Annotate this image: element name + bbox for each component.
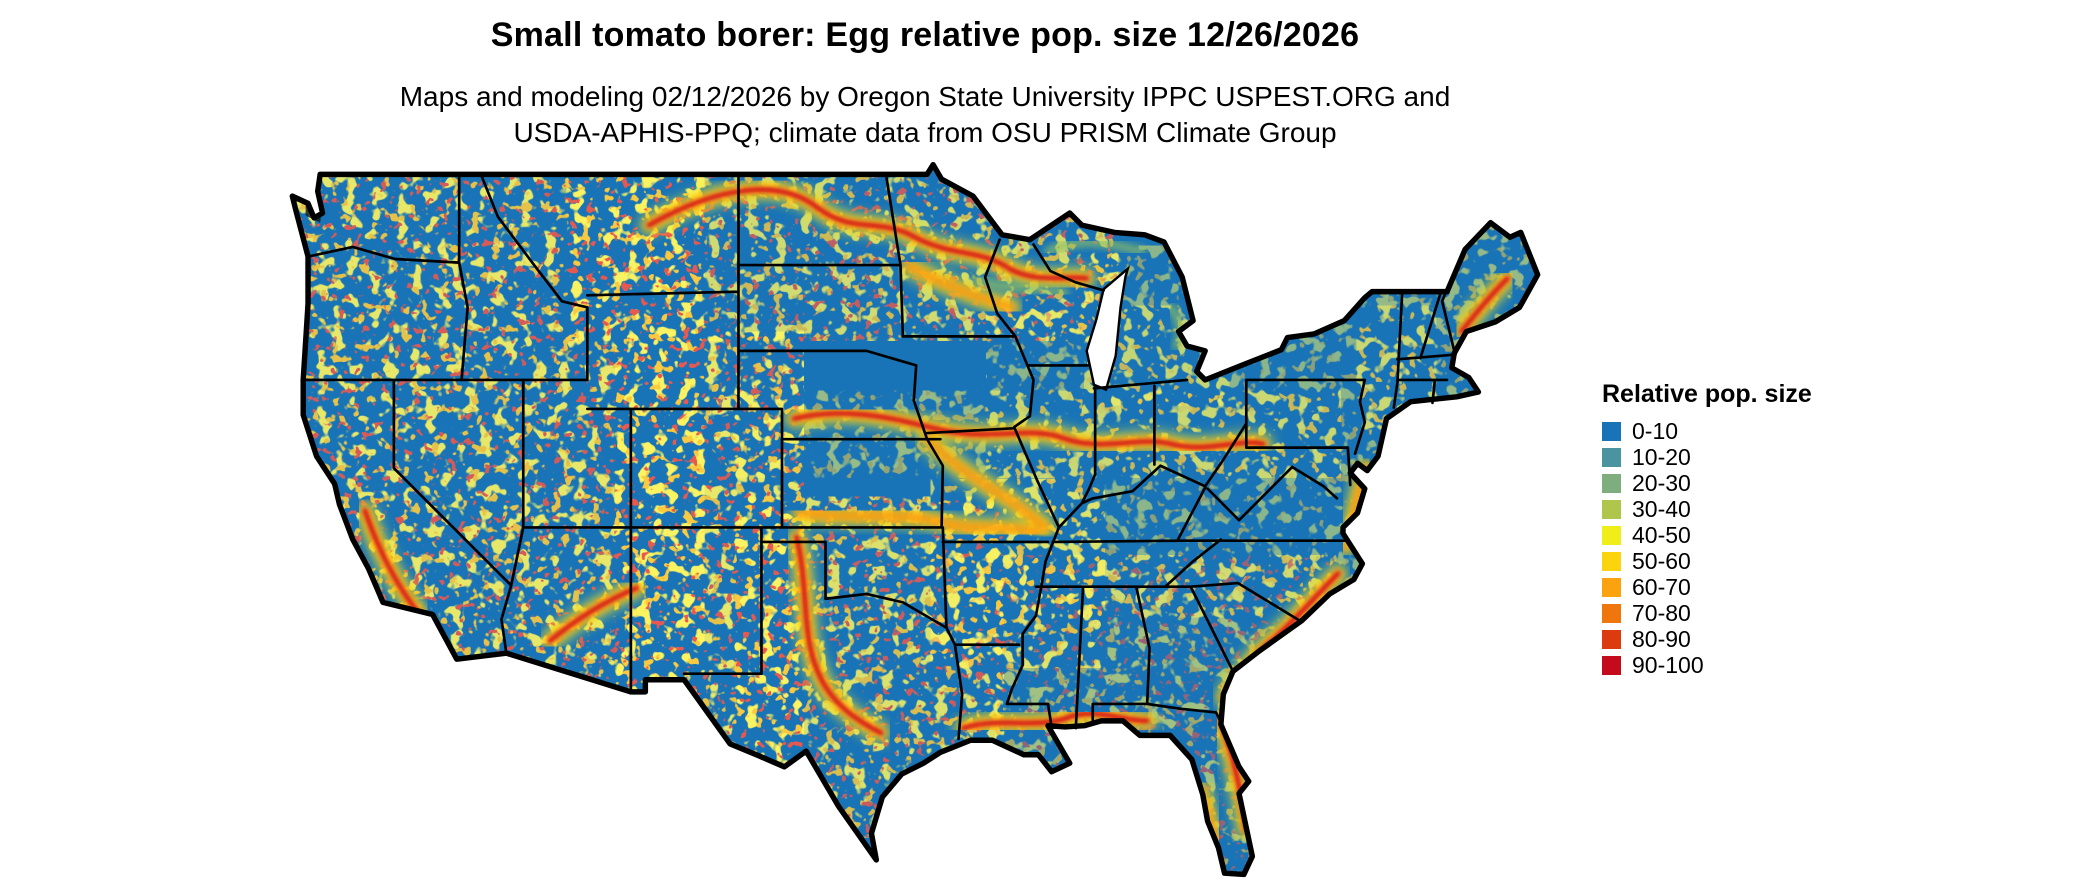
legend-swatch bbox=[1602, 526, 1621, 545]
legend-swatch bbox=[1602, 474, 1621, 493]
legend-label: 60-70 bbox=[1632, 574, 1691, 600]
map-subtitle-line1: Maps and modeling 02/12/2026 by Oregon S… bbox=[399, 81, 1451, 112]
state-borders bbox=[301, 173, 1457, 741]
legend-swatch bbox=[1602, 630, 1621, 649]
legend-item: 40-50 bbox=[1602, 522, 1882, 548]
legend-label: 0-10 bbox=[1632, 418, 1679, 444]
legend-item: 50-60 bbox=[1602, 548, 1882, 574]
legend-label: 40-50 bbox=[1632, 522, 1691, 548]
legend-label: 20-30 bbox=[1632, 470, 1691, 496]
legend-label: 10-20 bbox=[1632, 444, 1691, 470]
legend-swatch bbox=[1602, 656, 1621, 675]
legend-item: 20-30 bbox=[1602, 470, 1882, 496]
legend-item: 60-70 bbox=[1602, 574, 1882, 600]
legend-items: 0-10 10-20 20-30 30-40 40-50 50-60 60-70 bbox=[1602, 418, 1882, 678]
legend-item: 80-90 bbox=[1602, 626, 1882, 652]
legend-item: 30-40 bbox=[1602, 496, 1882, 522]
header: Small tomato borer: Egg relative pop. si… bbox=[0, 16, 1850, 151]
legend-item: 0-10 bbox=[1602, 418, 1882, 444]
map-subtitle-line2: USDA-APHIS-PPQ; climate data from OSU PR… bbox=[513, 116, 1337, 148]
legend-label: 90-100 bbox=[1632, 652, 1704, 678]
legend-swatch bbox=[1602, 578, 1621, 597]
us-map bbox=[250, 158, 1580, 892]
map-title: Small tomato borer: Egg relative pop. si… bbox=[490, 16, 1360, 54]
legend-swatch bbox=[1602, 552, 1621, 571]
legend-item: 70-80 bbox=[1602, 600, 1882, 626]
legend: Relative pop. size 0-10 10-20 20-30 30-4… bbox=[1602, 380, 1882, 682]
legend-label: 70-80 bbox=[1632, 600, 1691, 626]
legend-swatch bbox=[1602, 500, 1621, 519]
map-subtitle: Maps and modeling 02/12/2026 by Oregon S… bbox=[0, 79, 1850, 151]
legend-item: 10-20 bbox=[1602, 444, 1882, 470]
legend-label: 30-40 bbox=[1632, 496, 1691, 522]
legend-label: 80-90 bbox=[1632, 626, 1691, 652]
legend-title: Relative pop. size bbox=[1602, 380, 1812, 408]
legend-swatch bbox=[1602, 422, 1621, 441]
legend-swatch bbox=[1602, 448, 1621, 467]
legend-label: 50-60 bbox=[1632, 548, 1691, 574]
legend-item: 90-100 bbox=[1602, 652, 1882, 678]
legend-swatch bbox=[1602, 604, 1621, 623]
us-map-layers bbox=[292, 165, 1549, 888]
